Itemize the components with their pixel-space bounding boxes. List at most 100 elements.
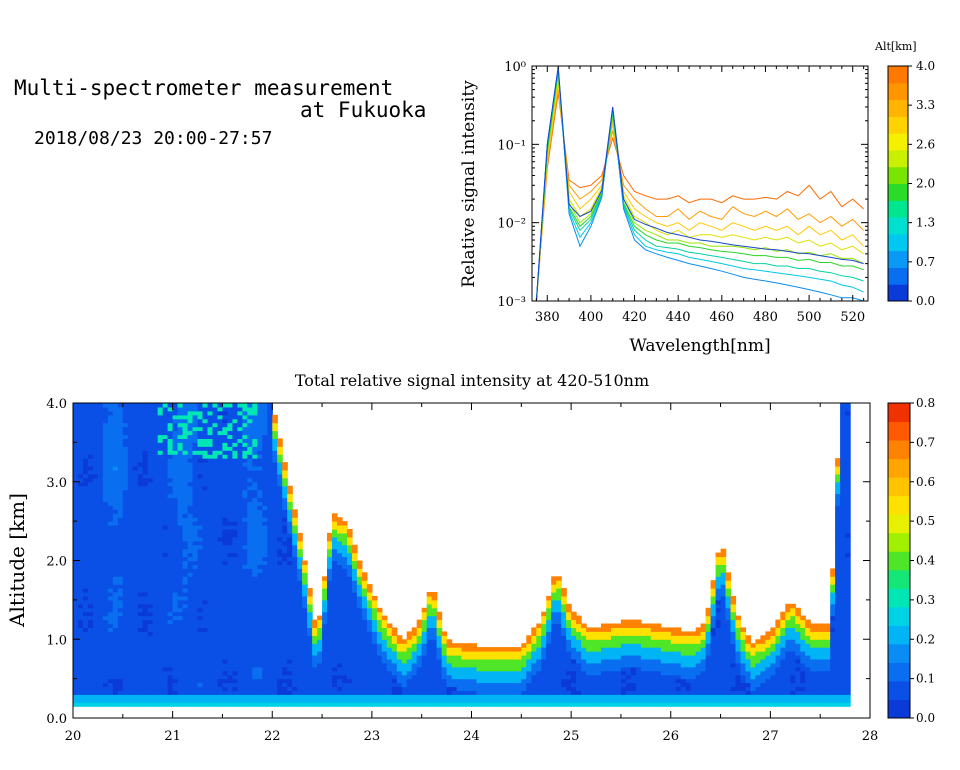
heatmap-cell xyxy=(431,631,438,636)
heatmap-cell xyxy=(292,631,298,636)
heatmap-cell xyxy=(73,666,79,672)
heatmap-cell xyxy=(107,529,114,534)
heatmap-cell xyxy=(112,529,119,534)
heatmap-cell xyxy=(436,686,443,691)
heatmap-cell xyxy=(426,674,433,680)
heatmap-cell xyxy=(436,639,443,644)
heatmap-cell xyxy=(347,599,353,605)
heatmap-cell xyxy=(202,540,209,546)
heatmap-cell xyxy=(197,529,204,534)
heatmap-cell xyxy=(317,694,323,699)
heatmap-cell xyxy=(546,678,552,684)
heatmap-cell xyxy=(127,458,134,463)
heatmap-cell xyxy=(142,513,149,518)
heatmap-cell xyxy=(317,678,323,684)
heatmap-cell xyxy=(137,521,144,526)
heatmap-cell xyxy=(456,666,463,672)
heatmap-cell xyxy=(272,611,278,617)
heatmap-cell xyxy=(197,525,204,530)
heatmap-cell xyxy=(92,442,99,447)
heatmap-cell xyxy=(541,615,547,621)
heatmap-cell xyxy=(287,611,293,617)
heatmap-cell xyxy=(282,568,288,573)
heatmap-cell xyxy=(421,647,428,652)
heatmap-cell xyxy=(217,619,224,625)
heatmap-cell xyxy=(207,450,214,455)
heatmap-cell xyxy=(287,544,293,550)
heatmap-cell xyxy=(172,489,179,495)
heatmap-cell xyxy=(78,406,84,412)
heatmap-cell xyxy=(87,572,94,577)
heatmap-cell xyxy=(202,418,209,424)
heatmap-cell xyxy=(107,560,114,565)
heatmap-cell xyxy=(526,639,532,644)
heatmap-cell xyxy=(302,627,308,632)
heatmap-cell xyxy=(297,607,303,613)
heatmap-cell xyxy=(511,702,517,707)
heatmap-cell xyxy=(297,603,303,609)
heatmap-cell xyxy=(167,556,174,562)
heatmap-cell xyxy=(187,615,194,621)
heatmap-cell xyxy=(262,702,268,707)
heatmap-cell xyxy=(327,556,333,562)
heatmap-cell xyxy=(107,469,114,475)
heatmap-cell xyxy=(297,576,303,581)
heatmap-cell xyxy=(162,576,169,581)
heatmap-cell xyxy=(112,513,119,518)
heatmap-cell xyxy=(237,450,243,455)
heatmap-cell xyxy=(92,418,99,424)
heatmap-cell xyxy=(282,521,288,526)
heatmap-cell xyxy=(262,497,268,502)
heatmap-cell xyxy=(561,647,567,652)
heatmap-cell xyxy=(102,466,109,471)
heatmap-cell xyxy=(142,615,149,621)
heatmap-cell xyxy=(566,658,572,664)
heatmap-cell xyxy=(212,580,219,585)
heatmap-cell xyxy=(272,438,278,443)
heatmap-cell xyxy=(381,666,388,672)
heatmap-cell xyxy=(561,674,567,680)
heatmap-cell xyxy=(551,702,557,707)
heatmap-cell xyxy=(217,564,224,569)
heatmap-cell xyxy=(421,674,428,680)
heatmap-cell xyxy=(352,698,358,703)
heatmap-cell xyxy=(87,434,94,439)
heatmap-cell xyxy=(292,588,298,593)
heatmap-cell xyxy=(83,485,89,491)
heatmap-cell xyxy=(356,607,363,613)
heatmap-cell xyxy=(107,639,114,644)
heatmap-cell xyxy=(272,662,278,668)
heatmap-cell xyxy=(127,406,134,412)
heatmap-cell xyxy=(322,678,328,684)
heatmap-cell xyxy=(202,690,209,695)
heatmap-cell xyxy=(207,580,214,585)
heatmap-cell xyxy=(337,690,343,695)
heatmap-cell xyxy=(187,532,194,538)
heatmap-cell xyxy=(78,686,84,691)
heatmap-cell xyxy=(347,529,353,534)
heatmap-cell xyxy=(416,643,423,648)
heatmap-cell xyxy=(576,643,582,648)
heatmap-cell xyxy=(571,631,577,636)
heatmap-cell xyxy=(127,450,134,455)
heatmap-cell xyxy=(152,454,159,459)
heatmap-cell xyxy=(411,651,418,656)
heatmap-cell xyxy=(232,525,238,530)
heatmap-cell xyxy=(227,497,233,502)
heatmap-cell xyxy=(122,631,129,636)
heatmap-cell xyxy=(356,666,363,672)
heatmap-cell xyxy=(237,647,243,652)
heatmap-cell xyxy=(207,497,214,502)
heatmap-cell xyxy=(242,666,248,672)
heatmap-cell xyxy=(187,631,194,636)
heatmap-cell xyxy=(132,489,139,495)
heatmap-cell xyxy=(282,651,288,656)
heatmap-cell xyxy=(267,410,273,416)
heatmap-cell xyxy=(127,426,134,432)
heatmap-cell xyxy=(556,694,562,699)
heatmap-cell xyxy=(157,410,164,416)
heatmap-cell xyxy=(277,521,283,526)
heatmap-cell xyxy=(366,592,373,597)
heatmap-cell xyxy=(227,623,233,628)
heatmap-cell xyxy=(272,509,278,514)
